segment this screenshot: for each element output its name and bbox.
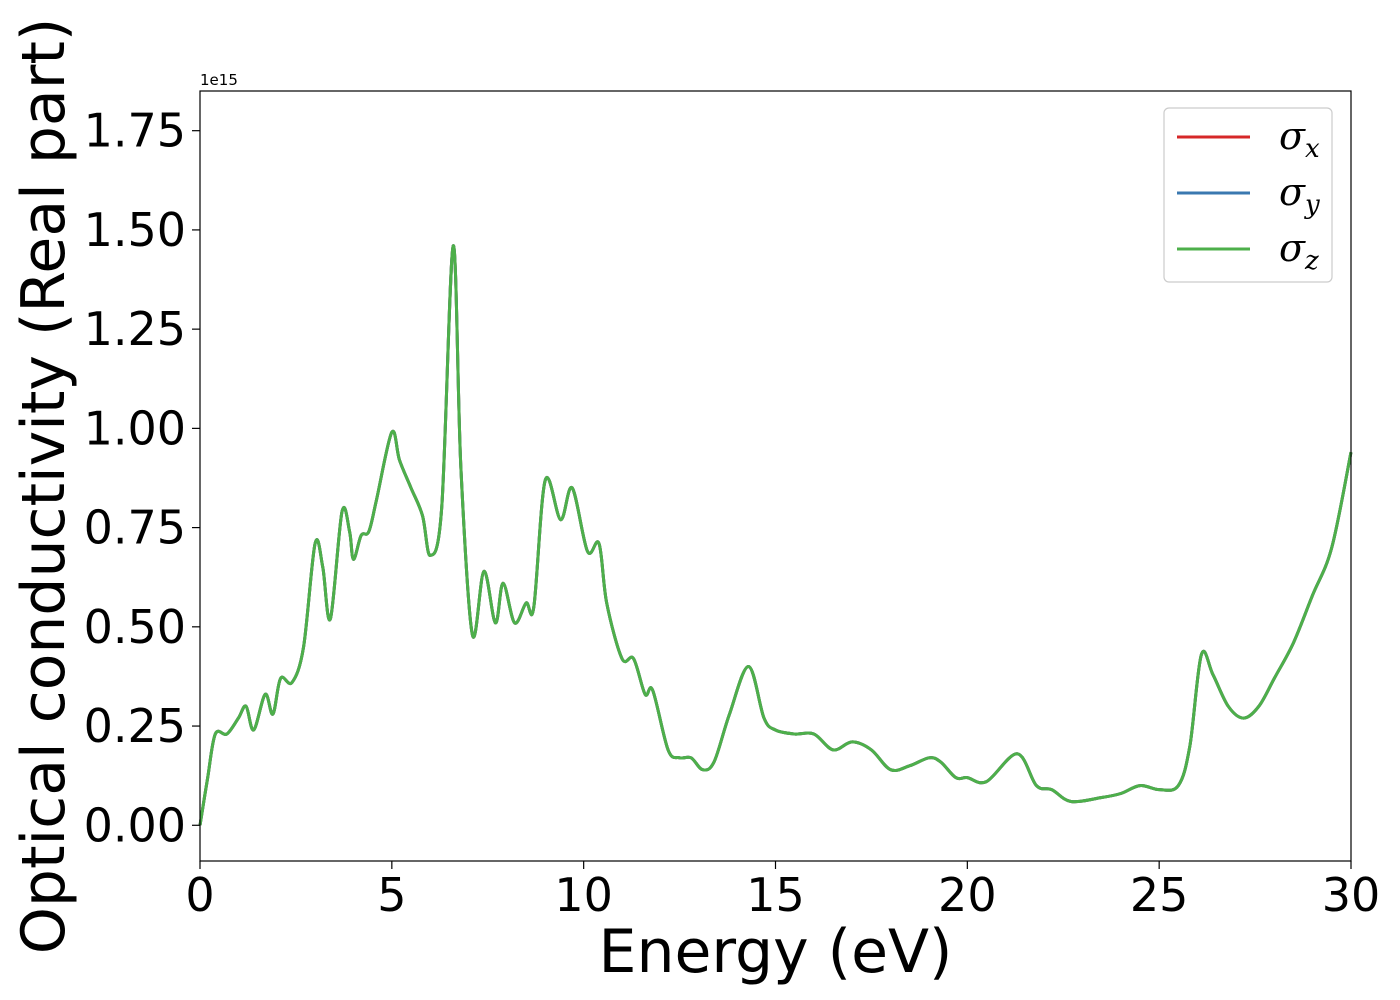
x-axis-ticks: 0 5 10 15 20 25 30 bbox=[185, 861, 1380, 922]
series-layer bbox=[198, 244, 1353, 826]
legend-label-x: σx bbox=[1279, 114, 1320, 164]
legend-label-y: σy bbox=[1279, 170, 1320, 220]
x-tick-label: 30 bbox=[1322, 868, 1381, 922]
legend-label-z: σz bbox=[1279, 226, 1319, 276]
y-tick-label: 0.75 bbox=[84, 501, 186, 555]
x-tick-label: 10 bbox=[554, 868, 613, 922]
series-line-z bbox=[198, 244, 1353, 826]
series-line-y bbox=[198, 244, 1353, 826]
y-tick-label: 0.25 bbox=[84, 699, 186, 753]
x-tick-label: 0 bbox=[185, 868, 214, 922]
y-axis-ticks: 0.00 0.25 0.50 0.75 1.00 1.25 1.50 1.75 bbox=[84, 104, 200, 852]
y-offset-label: 1e15 bbox=[200, 71, 238, 89]
x-tick-label: 15 bbox=[746, 868, 805, 922]
y-tick-label: 0.00 bbox=[84, 798, 186, 852]
x-tick-label: 20 bbox=[938, 868, 997, 922]
y-tick-label: 1.00 bbox=[84, 401, 186, 455]
y-axis-label: Optical conductivity (Real part) bbox=[9, 18, 79, 955]
x-tick-label: 5 bbox=[377, 868, 406, 922]
y-tick-label: 0.50 bbox=[84, 600, 186, 654]
y-tick-label: 1.25 bbox=[84, 302, 186, 356]
series-line-x bbox=[198, 244, 1353, 826]
legend-box bbox=[1163, 107, 1333, 283]
y-tick-label: 1.50 bbox=[84, 203, 186, 257]
x-tick-label: 25 bbox=[1130, 868, 1189, 922]
legend: σx σy σz bbox=[1163, 107, 1333, 283]
x-axis-label: Energy (eV) bbox=[599, 917, 953, 987]
y-tick-label: 1.75 bbox=[84, 104, 186, 158]
